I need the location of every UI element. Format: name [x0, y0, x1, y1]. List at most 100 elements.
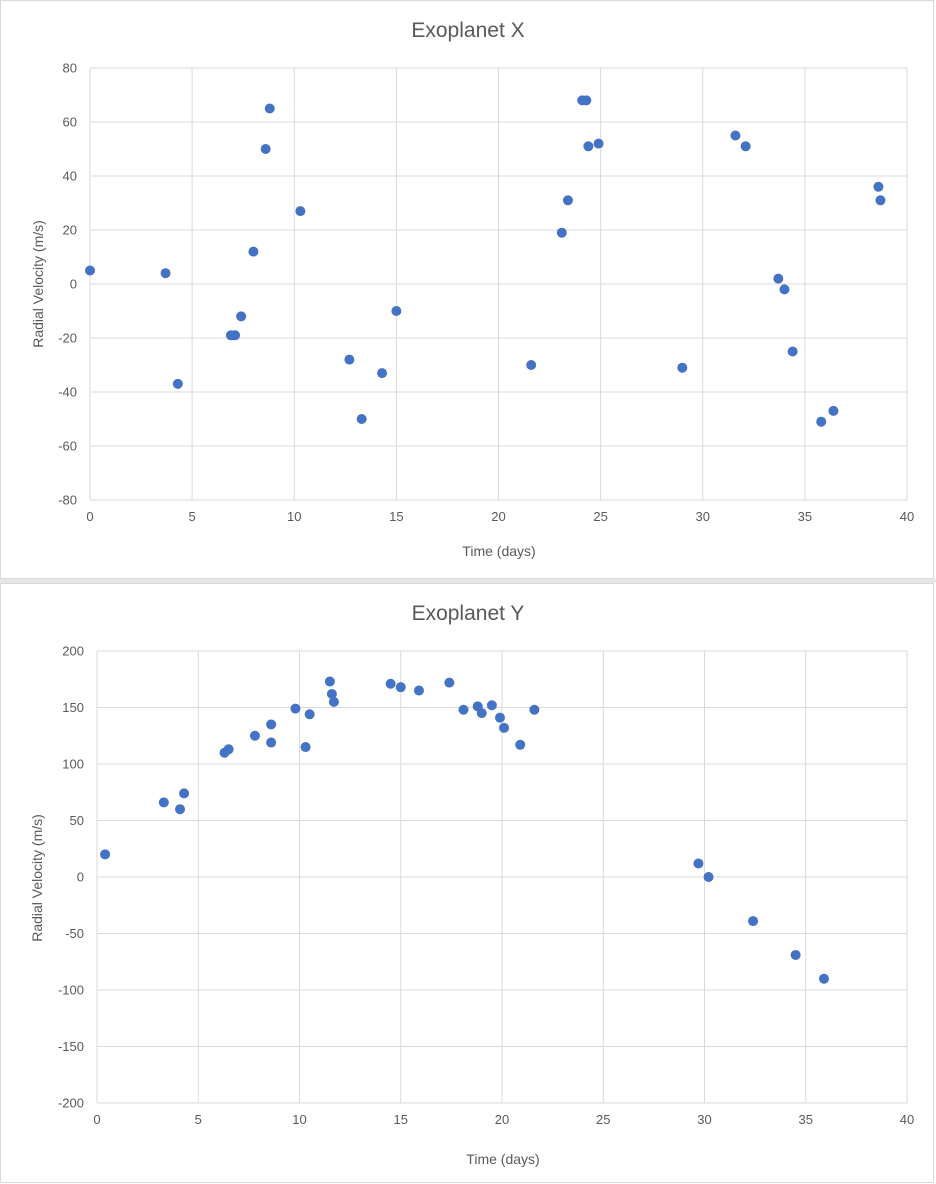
data-point: [260, 144, 271, 154]
data-point: [172, 378, 183, 389]
data-point: [703, 872, 714, 882]
x-tick-labels: 0 5 10 15 20 25 30 35 40: [86, 509, 914, 524]
x-tick-label: 40: [900, 1112, 914, 1127]
data-point: [160, 268, 171, 279]
data-point: [230, 330, 241, 341]
grid-lines: [96, 650, 908, 1104]
data-point: [158, 797, 169, 808]
data-point: [324, 676, 335, 687]
grid-lines: [89, 67, 908, 501]
data-point: [249, 730, 260, 741]
data-point: [873, 181, 884, 192]
y-axis-label: Radial Velocity (m/s): [29, 814, 45, 942]
y-tick-labels: -200 -150 -100 -50 0 50 100 150 200: [58, 644, 84, 1111]
data-point: [875, 195, 886, 206]
data-point: [476, 708, 487, 719]
y-axis-label: Radial Velocity (m/s): [30, 220, 46, 348]
data-point: [486, 700, 497, 711]
data-point: [304, 709, 315, 720]
data-point: [266, 719, 277, 730]
x-tick-label: 10: [292, 1112, 306, 1127]
data-point: [100, 849, 111, 860]
data-point: [787, 346, 798, 357]
data-point: [526, 360, 537, 370]
data-point: [300, 742, 311, 753]
data-point: [236, 311, 247, 322]
data-point: [748, 916, 759, 927]
data-point: [828, 405, 839, 416]
data-point: [677, 362, 688, 373]
data-point: [344, 354, 355, 365]
x-tick-label: 20: [495, 1112, 509, 1127]
x-tick-label: 10: [287, 509, 301, 524]
y-tick-label: -80: [58, 493, 77, 508]
data-point: [458, 704, 469, 715]
data-point: [356, 414, 367, 424]
y-tick-label: 0: [70, 277, 77, 292]
data-point: [593, 138, 604, 149]
y-tick-label: -20: [58, 331, 77, 346]
x-axis-label: Time (days): [462, 543, 535, 559]
data-point: [290, 703, 301, 714]
panel-divider: [0, 579, 936, 583]
data-point: [377, 368, 388, 379]
x-tick-labels: 0 5 10 15 20 25 30 35 40: [93, 1112, 914, 1127]
data-point: [223, 744, 234, 755]
x-axis-label: Time (days): [466, 1151, 539, 1167]
data-point: [693, 858, 704, 869]
y-tick-label: 50: [70, 813, 84, 828]
data-point: [248, 246, 259, 257]
chart-title: Exoplanet X: [411, 19, 524, 42]
x-tick-label: 40: [900, 509, 914, 524]
x-tick-label: 15: [389, 509, 403, 524]
x-tick-label: 0: [86, 509, 93, 524]
data-point: [85, 265, 95, 276]
x-tick-label: 20: [491, 509, 505, 524]
x-tick-label: 5: [195, 1112, 202, 1127]
x-tick-label: 30: [697, 1112, 711, 1127]
data-point: [326, 688, 337, 699]
y-tick-label: 150: [62, 700, 84, 715]
chart-panel-exoplanet-y: 0 5 10 15 20 25 30 35 40 -200 -150 -100 -50 0 50 100 15…: [0, 583, 934, 1183]
data-point: [179, 788, 190, 799]
x-tick-label: 35: [799, 1112, 813, 1127]
data-point: [395, 682, 406, 693]
data-point: [562, 195, 573, 206]
x-tick-label: 25: [593, 509, 607, 524]
y-tick-label: -60: [58, 439, 77, 454]
y-tick-label: -40: [58, 385, 77, 400]
data-point: [499, 722, 510, 733]
x-tick-label: 15: [394, 1112, 408, 1127]
y-tick-label: 0: [77, 870, 84, 885]
data-point: [391, 306, 402, 316]
y-tick-label: 80: [63, 61, 77, 76]
data-point: [773, 273, 784, 284]
data-points: [100, 676, 829, 984]
y-tick-labels: -80 -60 -40 -20 0 20 40 60 80: [58, 61, 77, 508]
y-tick-label: 100: [62, 757, 84, 772]
x-tick-label: 35: [798, 509, 812, 524]
data-point: [556, 227, 567, 238]
data-point: [779, 284, 790, 295]
y-tick-label: 40: [63, 169, 77, 184]
data-point: [413, 685, 424, 696]
data-point: [730, 130, 741, 141]
data-point: [818, 973, 829, 984]
data-point: [494, 712, 505, 723]
data-point: [444, 677, 455, 688]
y-tick-label: 200: [62, 644, 84, 659]
data-point: [295, 206, 306, 217]
chart-exoplanet-y: 0 5 10 15 20 25 30 35 40 -200 -150 -100 -50 0 50 100 15…: [29, 602, 914, 1167]
data-point: [385, 678, 396, 689]
chart-title: Exoplanet Y: [412, 602, 525, 625]
y-tick-label: -50: [65, 926, 84, 941]
data-point: [816, 416, 827, 427]
chart-exoplanet-x: 0 5 10 15 20 25 30 35 40 -80 -60 -40 -20 0 20 40 60 80 E…: [30, 19, 914, 559]
data-point: [581, 95, 592, 106]
x-tick-label: 30: [696, 509, 710, 524]
data-point: [266, 737, 277, 748]
data-point: [529, 704, 540, 715]
data-point: [515, 739, 526, 750]
data-point: [740, 141, 751, 152]
data-point: [583, 141, 594, 152]
